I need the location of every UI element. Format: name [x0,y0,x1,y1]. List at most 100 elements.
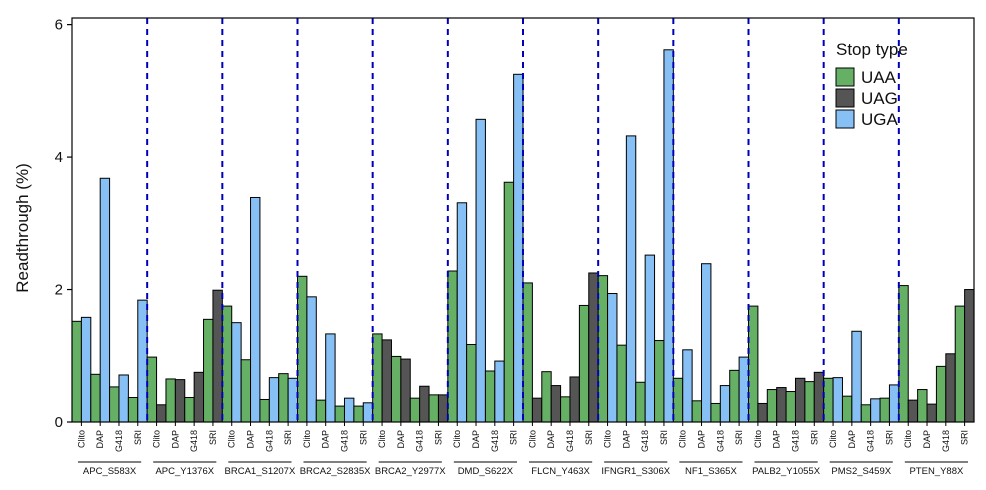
bar-brca2_y2977x-dap-uag [400,358,411,423]
y-axis: 0 2 4 6 [55,17,72,431]
bar-nf1_s365x-clito-uaa [672,377,684,423]
y-tick-label: 2 [55,282,63,299]
bar-pms2_s459x-clito-uaa [823,377,834,423]
gene-label: PALB2_Y1055X [752,466,821,477]
legend-label-uaa: UAA [861,68,897,87]
condition-label: Clito [903,430,913,448]
bar-pms2_s459x-dap-uaa [841,395,853,423]
bar-apc_s583x-sri-uga [137,299,148,423]
bar-apc_y1376x-dap-uaa [165,378,176,423]
bar-ifngr1_s306x-clito-uaa [597,275,609,423]
bar-brca1_s1207x-sri-uaa [278,373,289,423]
bar-brca2_s2835x-sri-uaa [353,405,364,423]
bar-nf1_s365x-sri-uga [738,356,750,423]
bar-brca2_s2835x-dap-uaa [315,399,327,423]
bar-palb2_y1055x-dap-uag [776,387,787,423]
condition-label: Clito [527,430,537,448]
gene-group-brca2_s2835x [297,275,374,423]
legend-label-uag: UAG [861,89,898,108]
condition-label: G418 [415,430,425,452]
condition-label: Clito [76,430,86,448]
condition-label: G418 [339,430,349,452]
gene-group-brca2_y2977x [372,333,449,423]
bar-pms2_s459x-dap-uga [851,330,862,423]
condition-label: DAP [772,430,782,449]
bar-pten_y88x-g418-uaa [935,365,947,423]
condition-label: DAP [246,430,256,449]
condition-label: SRI [884,430,894,445]
condition-label: Clito [452,430,462,448]
bar-apc_y1376x-g418-uaa [184,397,195,423]
bar-brca2_y2977x-clito-uag [381,339,392,423]
condition-label: SRI [960,430,970,445]
bar-flcn_y463x-clito-uag [531,397,543,423]
condition-label: Clito [377,430,387,448]
bar-flcn_y463x-sri-uaa [578,304,590,423]
condition-label: DAP [471,430,481,449]
bar-pten_y88x-g418-uag [945,353,956,423]
bar-brca2_s2835x-clito-uga [306,296,317,423]
condition-label: SRI [283,430,293,445]
bar-pms2_s459x-g418-uaa [860,404,872,423]
bar-palb2_y1055x-g418-uag [794,377,806,423]
gene-separators [146,18,900,422]
condition-label: SRI [734,430,744,445]
bar-apc_s583x-g418-uga [118,374,129,423]
condition-label: SRI [433,430,443,445]
bar-pten_y88x-clito-uaa [898,285,909,423]
bar-brca2_y2977x-dap-uaa [390,355,402,423]
gene-label: APC_S583X [83,466,137,477]
bar-nf1_s365x-dap-uaa [691,400,703,423]
bar-brca1_s1207x-dap-uaa [240,359,252,423]
bar-nf1_s365x-dap-uga [701,263,712,423]
condition-label: G418 [640,430,650,452]
condition-label: SRI [208,430,218,445]
condition-label: SRI [133,430,143,445]
condition-label: Clito [753,430,763,448]
condition-label: SRI [358,430,368,445]
bar-brca2_s2835x-clito-uaa [297,275,308,423]
bar-apc_y1376x-dap-uag [174,379,186,423]
condition-label: Clito [302,430,312,448]
bar-flcn_y463x-sri-uag [588,272,599,423]
gene-label: BRCA1_S1207X [225,466,296,477]
y-tick-label: 6 [55,17,63,34]
legend-swatch-uag [835,88,855,108]
bar-flcn_y463x-g418-uaa [560,396,571,423]
bar-apc_s583x-clito-uga [80,316,92,423]
condition-label: G418 [565,430,575,452]
gene-group-brca1_s1207x [221,196,299,423]
bar-palb2_y1055x-sri-uaa [804,381,815,423]
plot-frame [71,17,975,423]
bar-apc_s583x-sri-uaa [127,397,139,423]
bar-dmd_s622x-dap-uga [475,118,486,423]
condition-label: Clito [152,430,162,448]
gene-group-nf1_s365x [672,263,750,423]
bar-pms2_s459x-clito-uga [832,377,843,423]
gene-label: PTEN_Y88X [909,466,964,477]
bar-apc_y1376x-clito-uag [156,404,167,423]
bar-nf1_s365x-sri-uaa [729,369,740,423]
bar-palb2_y1055x-g418-uaa [785,391,796,423]
condition-label: G418 [189,430,199,452]
condition-label: DAP [847,430,857,449]
bar-ifngr1_s306x-g418-uga [644,254,656,423]
bar-dmd_s622x-g418-uaa [484,370,496,423]
bar-apc_y1376x-clito-uaa [146,356,158,423]
gene-label: NF1_S365X [685,466,737,477]
gene-label: FLCN_Y463X [531,466,590,477]
bar-dmd_s622x-clito-uga [456,202,468,423]
bar-brca2_s2835x-g418-uga [343,397,355,423]
bar-brca1_s1207x-g418-uga [268,377,280,423]
bar-ifngr1_s306x-sri-uga [663,49,674,423]
bar-apc_s583x-g418-uaa [109,386,120,423]
condition-label: DAP [95,430,105,449]
bar-brca1_s1207x-clito-uaa [221,305,233,423]
bar-pms2_s459x-g418-uga [870,398,881,423]
legend-swatch-uga [835,109,855,129]
bar-nf1_s365x-g418-uga [719,385,731,423]
bar-brca2_s2835x-dap-uga [325,333,336,423]
bar-apc_y1376x-sri-uag [212,289,223,423]
bar-apc_y1376x-g418-uag [193,371,205,423]
